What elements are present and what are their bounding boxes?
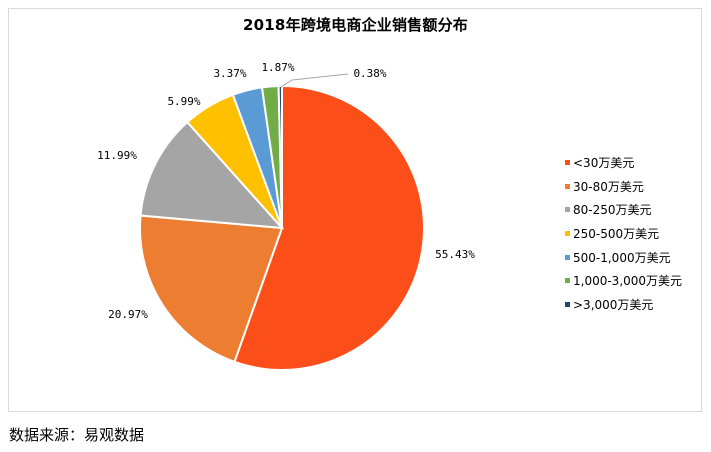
legend-item: 1,000-3,000万美元 bbox=[565, 269, 682, 293]
legend-item: 30-80万美元 bbox=[565, 175, 682, 199]
chart-title: 2018年跨境电商企业销售额分布 bbox=[243, 16, 468, 34]
legend-swatch-icon bbox=[565, 160, 570, 166]
legend-swatch-icon bbox=[565, 301, 570, 307]
pie-slices bbox=[139, 84, 425, 371]
legend-item: 80-250万美元 bbox=[565, 198, 682, 222]
legend-label: 80-250万美元 bbox=[573, 203, 652, 218]
pie-slice bbox=[233, 84, 425, 371]
legend-label: >3,000万美元 bbox=[573, 297, 654, 312]
legend-swatch-icon bbox=[565, 278, 570, 284]
data-label: 0.38% bbox=[353, 67, 386, 80]
data-label: 3.37% bbox=[213, 67, 246, 80]
data-label: 5.99% bbox=[167, 95, 200, 108]
data-label: 1.87% bbox=[261, 61, 294, 74]
legend-label: <30万美元 bbox=[573, 156, 635, 171]
legend-label: 30-80万美元 bbox=[573, 179, 644, 194]
legend-item: 250-500万美元 bbox=[565, 222, 682, 246]
legend-swatch-icon bbox=[565, 183, 570, 189]
data-label: 55.43% bbox=[435, 248, 475, 261]
data-source-note: 数据来源：易观数据 bbox=[9, 426, 145, 444]
pie-slice bbox=[139, 120, 285, 230]
legend-swatch-icon bbox=[565, 231, 570, 237]
legend-item: >3,000万美元 bbox=[565, 293, 682, 317]
legend-item: 500-1,000万美元 bbox=[565, 245, 682, 269]
legend-label: 500-1,000万美元 bbox=[573, 250, 671, 265]
legend-swatch-icon bbox=[565, 207, 570, 213]
data-label: 20.97% bbox=[108, 308, 148, 321]
legend: <30万美元 30-80万美元 80-250万美元 250-500万美元 500-1,0… bbox=[565, 151, 682, 316]
legend-item: <30万美元 bbox=[565, 151, 682, 175]
data-label: 11.99% bbox=[97, 149, 137, 162]
leader-line bbox=[280, 73, 349, 88]
data-labels: 55.43% 20.97% 11.99% 5.99% 3.37% 1.87% 0.38% bbox=[97, 61, 475, 321]
legend-label: 250-500万美元 bbox=[573, 227, 660, 242]
pie-slice bbox=[139, 214, 284, 364]
leader-lines bbox=[280, 73, 349, 88]
legend-swatch-icon bbox=[565, 254, 570, 260]
legend-label: 1,000-3,000万美元 bbox=[573, 274, 683, 289]
